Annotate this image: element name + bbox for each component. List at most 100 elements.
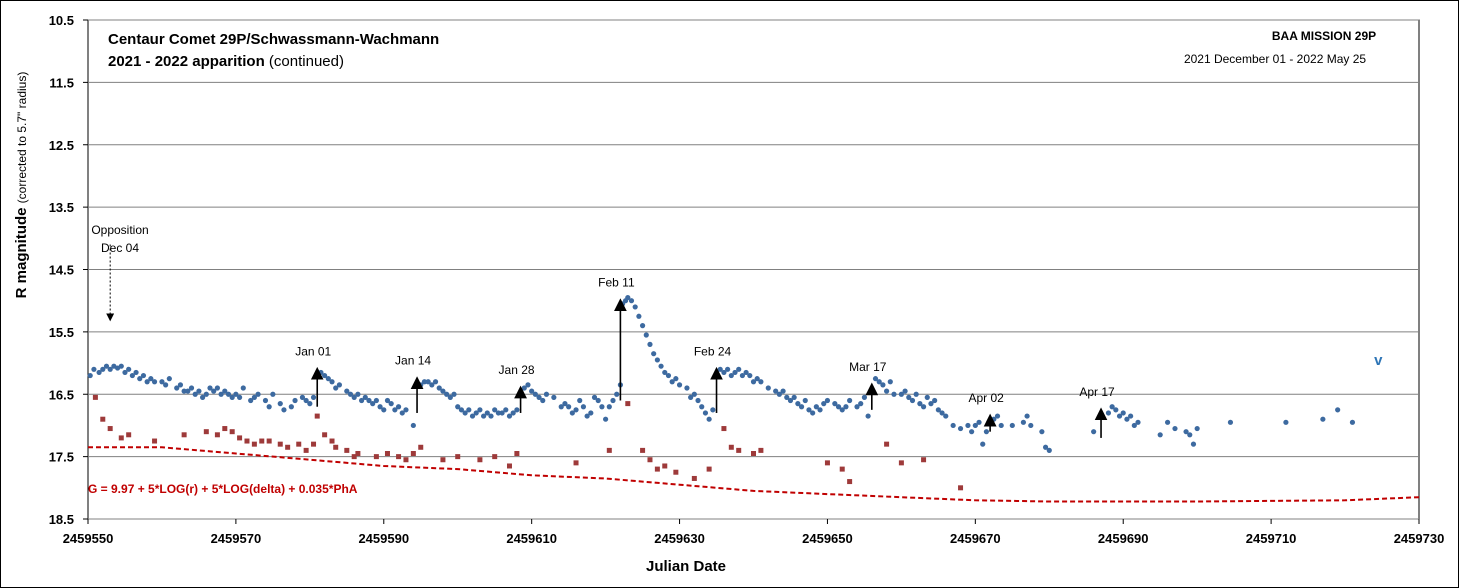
observed-point <box>695 397 701 404</box>
predicted-point <box>758 447 764 453</box>
observed-point <box>969 429 975 435</box>
observed-point <box>100 366 106 372</box>
observed-point <box>688 394 694 400</box>
predicted-point <box>410 451 416 457</box>
observed-point <box>344 388 350 394</box>
observed-point <box>636 313 642 319</box>
y-tick-label: 12.5 <box>49 138 74 153</box>
observed-point <box>163 382 169 388</box>
y-axis-ticks: 10.5 11.5 12.5 13.5 14.5 15.5 16.5 17.5 18.5 <box>49 13 88 527</box>
observed-point <box>887 379 893 385</box>
observed-point <box>137 376 143 382</box>
observed-point <box>784 394 790 400</box>
outburst-label: Jan 01 <box>295 344 331 358</box>
y-tick-label: 10.5 <box>49 13 74 28</box>
observed-point <box>292 397 298 404</box>
predicted-point <box>403 457 409 463</box>
observed-point <box>148 376 154 382</box>
observed-point <box>599 404 605 410</box>
observed-point <box>639 323 646 329</box>
predicted-point <box>898 460 904 466</box>
observed-point <box>532 391 538 397</box>
observed-point <box>458 407 465 413</box>
observed-point <box>536 394 542 400</box>
observed-point <box>333 385 339 391</box>
outburst-label: Jan 28 <box>499 363 535 377</box>
observed-point <box>118 363 124 369</box>
mission-label: BAA MISSION 29P <box>1272 29 1376 43</box>
observed-point <box>1349 419 1356 425</box>
observed-point <box>1131 422 1137 429</box>
opposition-date: Dec 04 <box>101 241 139 255</box>
y-axis-title-bold: R magnitude <box>13 207 30 298</box>
observed-point <box>177 382 184 388</box>
observed-point <box>566 404 572 410</box>
observed-point <box>1157 432 1163 438</box>
predicted-point <box>625 401 631 407</box>
x-tick-label: 2459590 <box>358 531 409 546</box>
observed-point <box>329 379 335 385</box>
predicted-point <box>514 451 520 457</box>
observed-point <box>196 388 202 394</box>
observed-point <box>506 413 513 419</box>
observed-point <box>207 385 213 391</box>
observed-point <box>665 372 672 379</box>
observed-point <box>813 404 819 410</box>
x-axis-title: Julian Date <box>646 558 726 575</box>
observed-point <box>750 379 757 385</box>
predicted-point <box>921 457 927 463</box>
observed-point <box>965 422 971 429</box>
observed-point <box>488 413 494 419</box>
observed-series <box>87 294 1356 453</box>
observed-point <box>1164 419 1171 425</box>
observed-point <box>643 332 649 338</box>
observed-point <box>477 407 483 413</box>
observed-point <box>236 394 243 400</box>
observed-point <box>743 369 749 376</box>
predicted-point <box>728 444 734 450</box>
predicted-point <box>384 451 390 457</box>
observed-point <box>1194 425 1200 432</box>
observed-point <box>122 369 128 376</box>
observed-point <box>909 397 916 404</box>
observed-point <box>185 388 191 394</box>
x-tick-label: 2459630 <box>654 531 705 546</box>
observed-point <box>281 407 287 413</box>
observed-point <box>91 366 97 372</box>
outburst-label: Feb 11 <box>598 276 635 290</box>
observed-point <box>835 404 842 410</box>
observed-point <box>233 391 239 397</box>
observed-point <box>129 372 135 379</box>
observed-point <box>736 366 742 372</box>
observed-point <box>584 413 590 419</box>
observed-point <box>440 388 446 394</box>
observed-point <box>917 401 923 407</box>
predicted-point <box>251 441 257 447</box>
observed-point <box>133 369 139 376</box>
outburst-label: Apr 02 <box>968 391 1004 405</box>
predicted-point <box>721 426 727 432</box>
date-range: 2021 December 01 - 2022 May 25 <box>1184 52 1366 66</box>
observed-point <box>310 394 317 400</box>
observed-point <box>928 401 934 407</box>
observed-point <box>525 382 531 388</box>
subtitle-bold: 2021 - 2022 apparition <box>108 53 265 70</box>
y-axis-title: R magnitude (corrected to 5.7" radius) <box>13 72 30 299</box>
y-tick-label: 16.5 <box>49 387 74 402</box>
observed-point <box>950 422 956 429</box>
predicted-point <box>344 447 350 453</box>
observed-point <box>1042 444 1049 450</box>
observed-point <box>436 385 442 391</box>
observed-point <box>87 372 93 379</box>
observed-point <box>691 391 697 397</box>
observed-point <box>551 394 557 400</box>
observed-point <box>432 379 439 385</box>
observed-point <box>529 388 535 394</box>
outburst-label: Feb 24 <box>694 344 732 358</box>
chart-title: Centaur Comet 29P/Schwassmann-Wachmann <box>108 31 439 48</box>
observed-point <box>222 388 228 394</box>
observed-point <box>824 397 831 404</box>
observed-point <box>787 397 794 404</box>
observed-point <box>758 379 764 385</box>
